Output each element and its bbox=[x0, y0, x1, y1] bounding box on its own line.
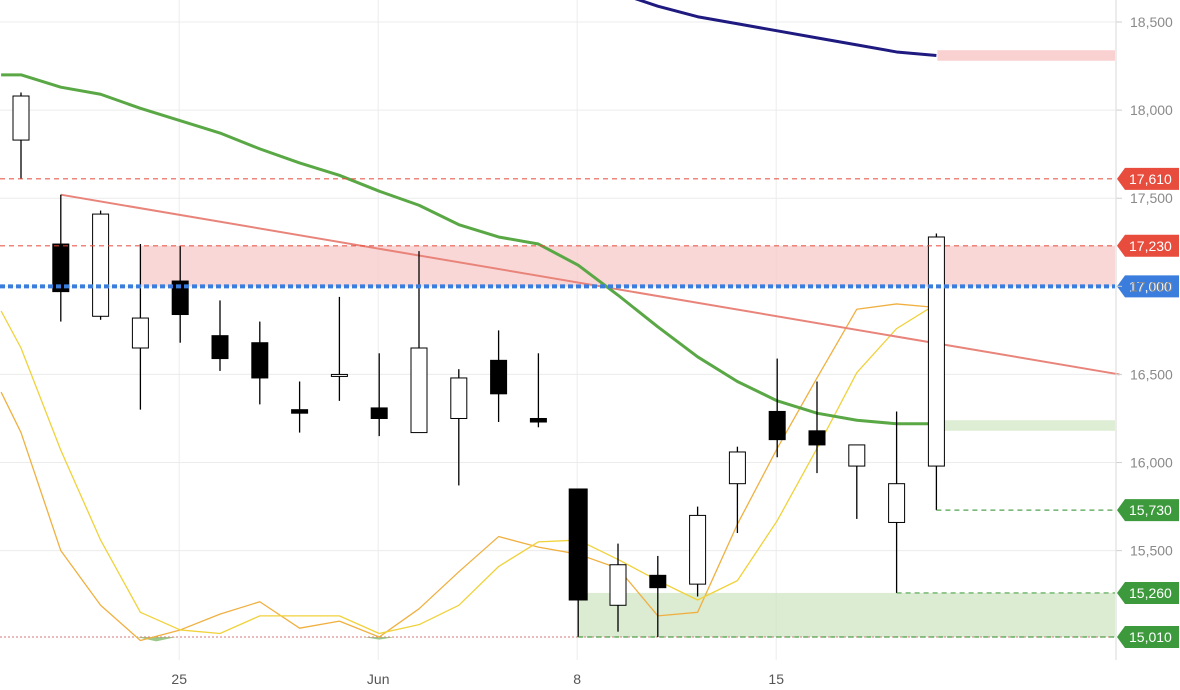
candle-body bbox=[52, 243, 70, 293]
candle-body bbox=[529, 417, 547, 423]
y-axis: 15,500 16,000 16,500 17,000 17,500 18,000 18,5… bbox=[1115, 0, 1173, 660]
candle-body bbox=[370, 407, 388, 419]
moving-average-long-line bbox=[634, 0, 937, 57]
level-label: 15,730 bbox=[1129, 502, 1172, 518]
level-label: 17,610 bbox=[1129, 171, 1172, 187]
x-axis: 25 Jun 8 15 bbox=[171, 671, 784, 687]
indicator-lines bbox=[0, 0, 1120, 642]
candle-body bbox=[251, 342, 269, 379]
zone bbox=[578, 592, 1115, 637]
y-tick-label: 18,500 bbox=[1130, 14, 1173, 30]
oscillator-dip bbox=[363, 637, 396, 640]
candle-body bbox=[768, 410, 786, 441]
candle-body bbox=[609, 564, 627, 606]
candle-body bbox=[450, 377, 468, 419]
oscillator-line-b bbox=[0, 303, 937, 642]
ma-end-zone bbox=[937, 420, 1115, 431]
candle-body bbox=[131, 317, 149, 349]
x-tick-label: 8 bbox=[573, 671, 581, 687]
candle-body bbox=[92, 213, 110, 317]
candles bbox=[12, 92, 945, 637]
grid bbox=[0, 0, 1115, 660]
price-levels: 17,610 17,230 17,000 15,730 15,260 15,010 bbox=[0, 167, 1179, 648]
y-tick-label: 17,500 bbox=[1130, 190, 1173, 206]
level-tag bbox=[1117, 167, 1179, 190]
y-tick-label: 17,000 bbox=[1130, 278, 1173, 294]
candle-body bbox=[649, 574, 667, 589]
level-tag bbox=[1117, 275, 1179, 298]
x-tick-label: 15 bbox=[768, 671, 784, 687]
oscillator-dip bbox=[136, 637, 177, 642]
level-tag bbox=[1117, 234, 1179, 257]
level-label: 15,260 bbox=[1129, 585, 1172, 601]
oscillator-line-a bbox=[0, 303, 937, 635]
candle-body bbox=[808, 430, 826, 446]
level-tag bbox=[1117, 499, 1179, 522]
candle-body bbox=[211, 335, 229, 360]
level-tag bbox=[1117, 581, 1179, 604]
candle-body bbox=[568, 488, 588, 601]
y-tick-label: 15,500 bbox=[1130, 543, 1173, 559]
zone bbox=[140, 245, 1115, 287]
x-tick-label: 25 bbox=[171, 671, 187, 687]
candle-body bbox=[689, 514, 707, 585]
candle-body bbox=[410, 347, 428, 434]
level-label: 15,010 bbox=[1129, 629, 1172, 645]
y-tick-label: 16,500 bbox=[1130, 366, 1173, 382]
candle-body bbox=[490, 359, 508, 395]
y-tick-label: 16,000 bbox=[1130, 455, 1173, 471]
candle-body bbox=[728, 451, 746, 485]
candle-body bbox=[12, 95, 30, 141]
candle-body bbox=[927, 236, 945, 467]
candle-body bbox=[330, 373, 348, 377]
ma-end-zone bbox=[937, 50, 1115, 61]
level-label: 17,000 bbox=[1129, 278, 1172, 294]
zones bbox=[136, 50, 1115, 642]
candle-body bbox=[848, 444, 866, 467]
x-tick-label: Jun bbox=[367, 671, 390, 687]
level-label: 17,230 bbox=[1129, 238, 1172, 254]
level-tag bbox=[1117, 626, 1179, 648]
candle-body bbox=[888, 483, 906, 523]
y-tick-label: 18,000 bbox=[1130, 102, 1173, 118]
candle-body bbox=[171, 280, 189, 316]
candle-body bbox=[291, 409, 309, 414]
